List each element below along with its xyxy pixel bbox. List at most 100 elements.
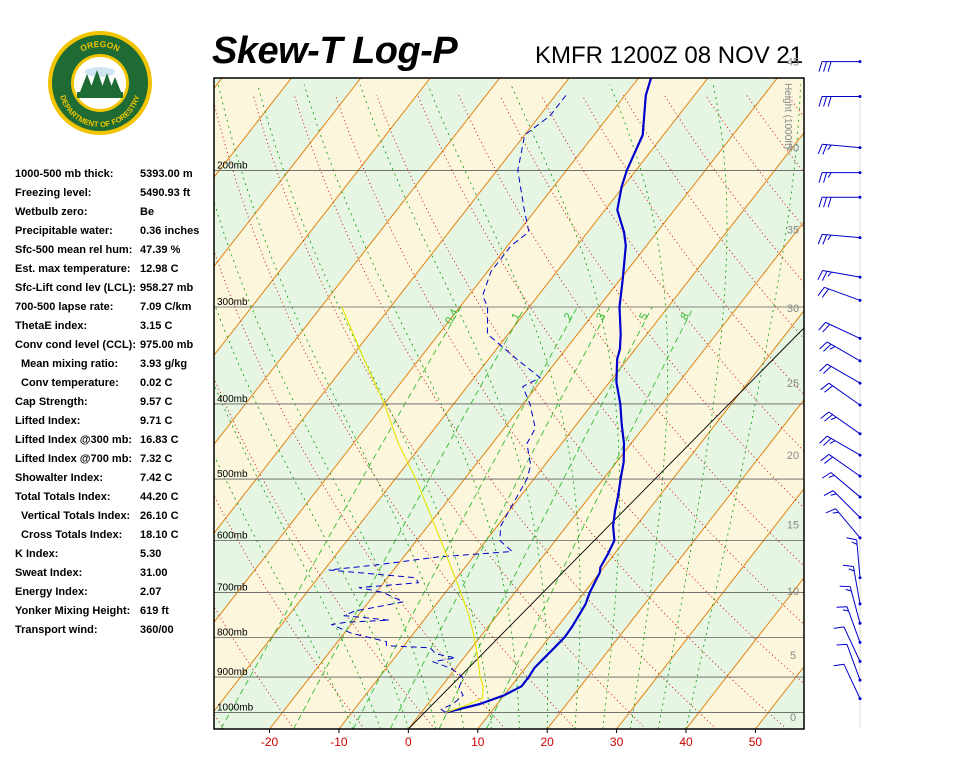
index-row: Sfc-500 mean rel hum: 47.39 % [15,244,215,263]
index-row: 700-500 lapse rate: 7.09 C/km [15,301,215,320]
index-value: 5.30 [140,548,162,560]
station-time-label: KMFR 1200Z 08 NOV 21 [535,42,804,69]
wind-barb [819,341,862,363]
temperature-band [0,78,83,729]
wind-barb-feather [823,490,834,497]
index-value: 619 ft [140,605,169,617]
mixing-ratio-line [389,306,611,729]
wind-barb-base [858,298,862,302]
wind-barb-feather [827,144,832,151]
wind-barb-feather [846,537,857,541]
index-label: ThetaE index: [15,320,88,332]
wind-barb [818,321,862,340]
pressure-label: 600mb [217,530,248,541]
wind-barb-base [858,146,862,150]
index-value: 26.10 C [140,510,179,522]
stability-indices-panel: 1000-500 mb thick: 5393.00 m Freezing leve… [15,168,215,643]
wind-barb-base [858,60,862,64]
wind-barb-feather [821,288,829,298]
index-value: 18.10 C [140,529,179,541]
index-label: Conv temperature: [21,377,119,389]
index-label: Wetbulb zero: [15,206,88,218]
isotherm-line [0,78,153,729]
wind-barb-base [858,697,862,701]
wind-barb-feather [832,511,839,514]
pressure-label: 900mb [217,667,248,678]
x-tick-label: 50 [749,735,763,749]
wind-barb-staff [826,435,861,456]
isotherm-line [407,221,804,729]
index-label: Energy Index: [15,586,88,598]
wind-barb-feather [819,363,828,372]
dry-adiabat [829,95,960,729]
temperature-trace [445,78,653,714]
pressure-label: 700mb [217,582,248,593]
wind-barb-feather [830,493,837,496]
wind-barb-feather [825,508,836,514]
wind-barb-feather [821,472,832,479]
wind-barb-base [858,621,862,625]
mixing-ratio-label: 8 [678,311,691,322]
index-label: Sfc-Lift cond lev (LCL): [15,282,136,294]
pressure-label: 300mb [217,297,248,308]
wind-barb [817,143,862,155]
wind-barb-base [858,359,862,363]
index-value: 5393.00 m [140,168,193,180]
index-value: 7.32 C [140,453,173,465]
isotherm-line [0,78,14,729]
wind-barb-base [858,195,862,199]
index-value: 2.07 [140,586,162,598]
wind-barb-feather [819,341,828,350]
wind-barb-feather [827,96,832,107]
mixing-ratio-line [220,306,462,729]
wind-barb [820,453,862,478]
wind-barb [819,363,862,385]
wind-barb-base [858,678,862,682]
index-value: 0.02 C [140,377,173,389]
index-label: Yonker Mixing Height: [15,605,131,617]
wind-barb-staff [852,566,861,604]
index-value: 9.57 C [140,396,173,408]
wind-barb-feather [818,172,823,183]
wind-barb-feather [842,609,849,612]
index-row: Showalter Index: 7.42 C [15,472,215,491]
wind-barb-feather [824,385,833,393]
pressure-label: 200mb [217,160,248,171]
wind-barb-staff [843,663,861,699]
index-row: Conv temperature: 0.02 C [15,377,215,396]
index-value: 3.15 C [140,320,173,332]
index-label: Showalter Index: [15,472,104,484]
wind-barb-feather [842,564,854,567]
dry-adiabat [499,95,804,509]
index-label: K Index: [15,548,59,560]
mixing-ratio-label: 1 [509,311,522,322]
index-value: 975.00 mb [140,339,194,351]
wind-barb [846,537,862,580]
wind-barb-feather [822,323,831,333]
wind-barb-feather [824,456,833,464]
wind-barb-base [858,453,862,457]
wind-barb-base [858,95,862,99]
index-label: Sweat Index: [15,567,83,579]
index-label: Freezing level: [15,187,92,199]
wind-barb [817,233,862,245]
wind-barb-base [858,432,862,436]
index-row: Lifted Index @700 mb: 7.32 C [15,453,215,472]
index-row: 1000-500 mb thick: 5393.00 m [15,168,215,187]
wind-barb-feather [827,271,832,277]
height-tick-label: 30 [787,303,799,315]
wind-barb-feather [820,453,830,462]
isotherm-line [338,132,804,729]
isotherm-line [894,78,960,729]
dry-adiabat [870,95,960,729]
index-label: Sfc-500 mean rel hum: [15,244,133,256]
moist-adiabat [685,84,801,729]
wind-barb [836,643,862,682]
wind-barb-staff [826,363,861,384]
index-row: Energy Index: 2.07 [15,586,215,605]
wind-barb-feather [833,626,845,629]
index-row: Transport wind: 360/00 [15,624,215,643]
wind-barb-feather [836,643,848,646]
index-row: Conv cond level (CCL): 975.00 mb [15,339,215,358]
